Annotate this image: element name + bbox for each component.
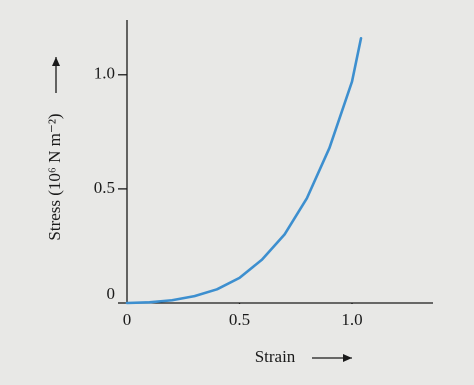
data-line [125, 36, 363, 305]
x-tick-label: 0.5 [229, 310, 250, 329]
x-arrow [312, 354, 352, 362]
x-axis-label: Strain [255, 347, 296, 366]
x-tick-label: 1.0 [341, 310, 362, 329]
y-arrow-head [52, 57, 60, 66]
y-axis-label: Stress (10⁶ N m⁻²) [45, 113, 64, 240]
x-tick-label: 0 [123, 310, 132, 329]
y-label-group: Stress (10⁶ N m⁻²) [45, 57, 64, 241]
y-tick-label: 0.5 [94, 178, 115, 197]
y-tick-label: 1.0 [94, 64, 115, 83]
y-tick-label: 0 [107, 284, 116, 303]
